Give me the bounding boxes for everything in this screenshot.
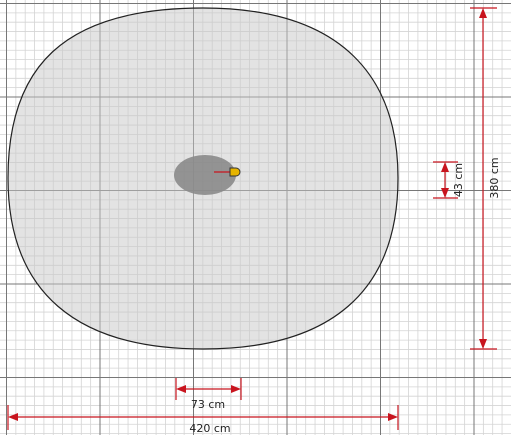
width-dimension: [7, 405, 399, 430]
inner-width-label: 73 cm: [191, 398, 225, 411]
height-label: 380 cm: [488, 157, 501, 198]
inner-height-label: 43 cm: [452, 163, 465, 197]
device-icon: [229, 167, 241, 177]
inner-width-dimension: [175, 378, 242, 400]
inner-area: [174, 155, 236, 195]
width-label: 420 cm: [189, 422, 230, 435]
height-dimension: [470, 7, 497, 350]
inner-height-dimension: [433, 161, 458, 199]
